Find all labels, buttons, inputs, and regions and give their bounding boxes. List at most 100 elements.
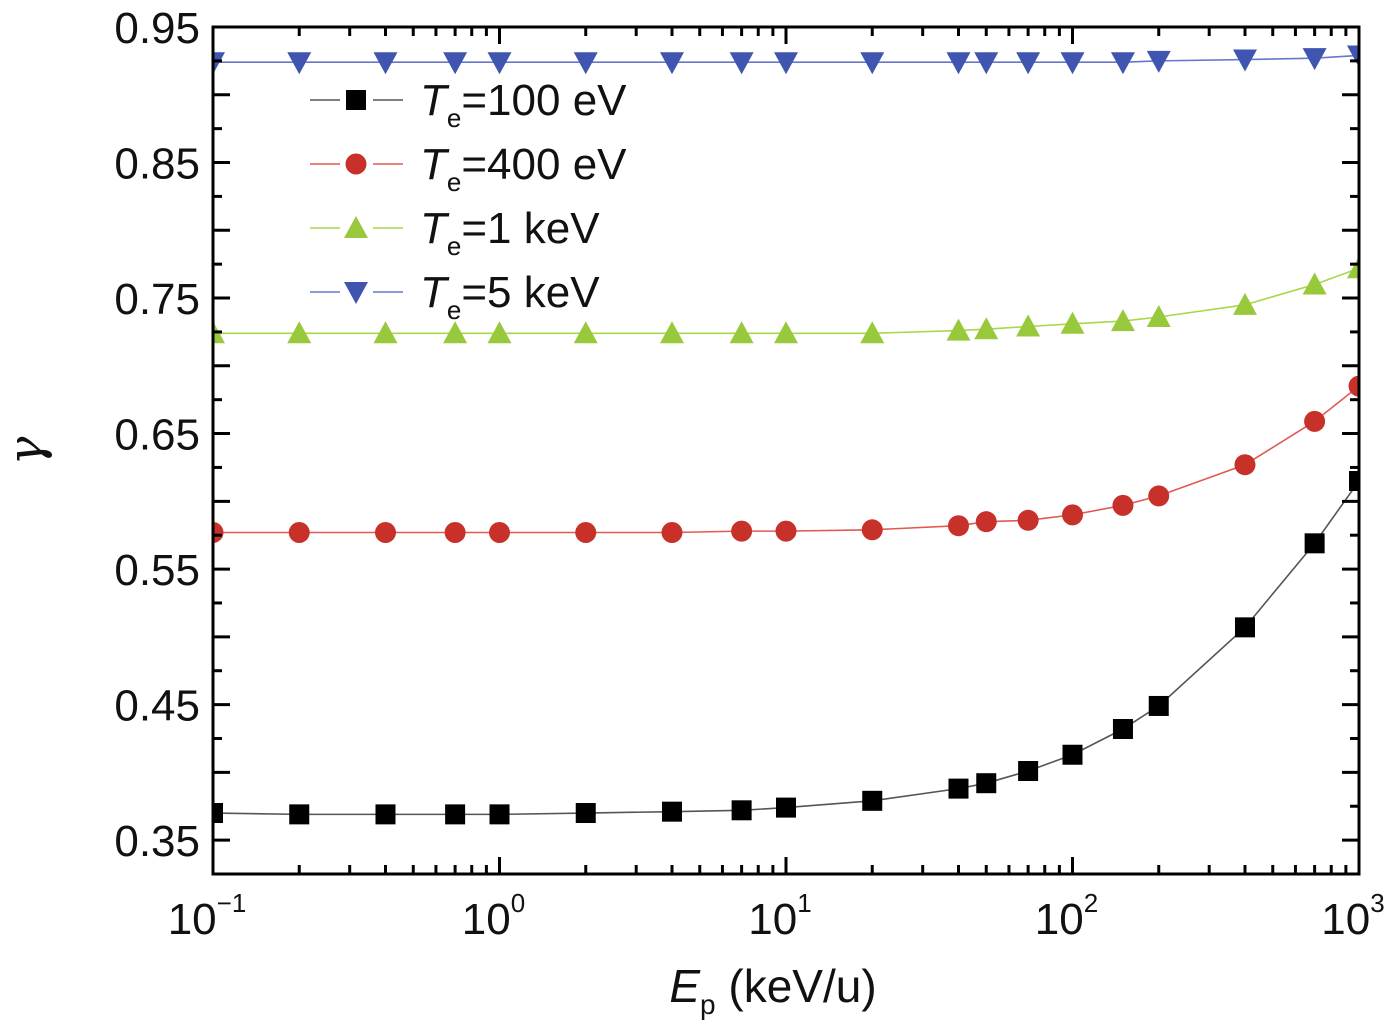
data-point (575, 521, 597, 543)
x-tick-exponent: −1 (217, 888, 247, 918)
legend-label: Te=400 eV (420, 140, 627, 197)
data-point (862, 790, 883, 811)
data-point (1232, 292, 1257, 315)
data-point (1112, 494, 1134, 516)
legend-marker (346, 90, 366, 110)
series-line (213, 385, 1359, 534)
x-tick-label: 101 (748, 888, 811, 944)
x-tick-base: 10 (462, 895, 511, 944)
legend-subscript: e (447, 167, 461, 197)
y-tick-labels: 0.35 0.45 0.55 0.65 0.75 0.85 0.95 (114, 4, 200, 866)
data-point (1234, 617, 1255, 638)
x-tick-exponent: 2 (1084, 888, 1098, 918)
y-tick-label: 0.85 (114, 140, 200, 189)
y-tick-label: 0.65 (114, 411, 200, 460)
data-point (976, 773, 997, 794)
x-tick-label: 102 (1035, 888, 1098, 944)
data-point (1112, 718, 1133, 739)
data-point (661, 521, 683, 543)
ticks-layer (213, 27, 1359, 874)
data-point (487, 52, 512, 75)
data-point (1304, 410, 1326, 432)
plot-frame (211, 25, 1361, 876)
series-3 (213, 45, 1359, 75)
x-tick-exponent: 0 (511, 888, 525, 918)
legend-marker (344, 282, 368, 304)
legend-label: Te=100 eV (420, 76, 627, 133)
x-tick-label: 100 (462, 888, 525, 944)
data-point (729, 52, 754, 75)
data-point (775, 520, 797, 542)
data-point (861, 519, 883, 541)
data-point (1302, 48, 1327, 71)
data-point (1018, 761, 1039, 782)
x-tick-labels: 10−1 100 101 102 103 (168, 888, 1385, 944)
data-point (445, 804, 466, 825)
data-point (946, 52, 971, 75)
data-point (947, 515, 969, 537)
data-point (659, 321, 684, 344)
data-point (1234, 454, 1256, 476)
data-point (1232, 49, 1257, 72)
x-tick-exponent: 1 (797, 888, 811, 918)
legend-item: Te=400 eV (310, 140, 627, 197)
data-point (573, 52, 598, 75)
data-point (573, 321, 598, 344)
data-point (1302, 272, 1327, 295)
data-point (1348, 375, 1359, 397)
data-point (1060, 52, 1085, 75)
data-point (373, 52, 398, 75)
data-point (1110, 309, 1135, 332)
x-tick-base: 10 (1321, 895, 1370, 944)
data-point (1349, 470, 1359, 491)
legend-subscript: e (447, 231, 461, 261)
x-axis-symbol: E (669, 960, 701, 1012)
legend-marker (344, 216, 368, 238)
data-point (374, 521, 396, 543)
legend-label: Te=5 keV (420, 268, 600, 325)
y-tick-label: 0.95 (114, 4, 200, 53)
legend-symbol: T (420, 76, 450, 125)
data-point (774, 321, 798, 344)
legend-item: Te=1 keV (310, 204, 600, 261)
series-0 (213, 470, 1359, 825)
y-tick-label: 0.45 (114, 682, 200, 731)
data-point (213, 52, 225, 75)
legend-label: Te=1 keV (420, 204, 600, 261)
x-axis-subscript: p (700, 989, 716, 1020)
y-tick-label: 0.35 (114, 817, 200, 866)
data-point (1347, 256, 1359, 279)
data-point (489, 804, 510, 825)
data-point (289, 804, 310, 825)
x-tick-base: 10 (748, 895, 797, 944)
data-point (444, 521, 466, 543)
data-point (776, 797, 796, 818)
data-point (974, 52, 999, 75)
legend-subscript: e (447, 103, 461, 133)
data-point (661, 801, 682, 822)
legend-subscript: e (447, 295, 461, 325)
legend-text: =400 eV (461, 140, 627, 189)
legend-text: =1 keV (461, 204, 600, 253)
legend-symbol: T (420, 204, 450, 253)
data-point (1062, 504, 1083, 526)
data-point (1148, 695, 1169, 716)
legend-text: =5 keV (461, 268, 600, 317)
x-tick-exponent: 3 (1370, 888, 1384, 918)
legend-marker (345, 153, 367, 175)
x-tick-base: 10 (168, 895, 217, 944)
data-point (974, 317, 999, 340)
data-point (659, 52, 684, 75)
legend-item: Te=100 eV (310, 76, 627, 133)
data-point (373, 321, 398, 344)
data-point (1060, 311, 1085, 334)
x-tick-label: 103 (1321, 888, 1384, 944)
data-point (288, 521, 310, 543)
data-point (375, 804, 396, 825)
data-point (946, 318, 971, 341)
data-point (213, 803, 223, 824)
x-tick-base: 10 (1035, 895, 1084, 944)
legend-symbol: T (420, 268, 450, 317)
data-point (1016, 52, 1041, 75)
